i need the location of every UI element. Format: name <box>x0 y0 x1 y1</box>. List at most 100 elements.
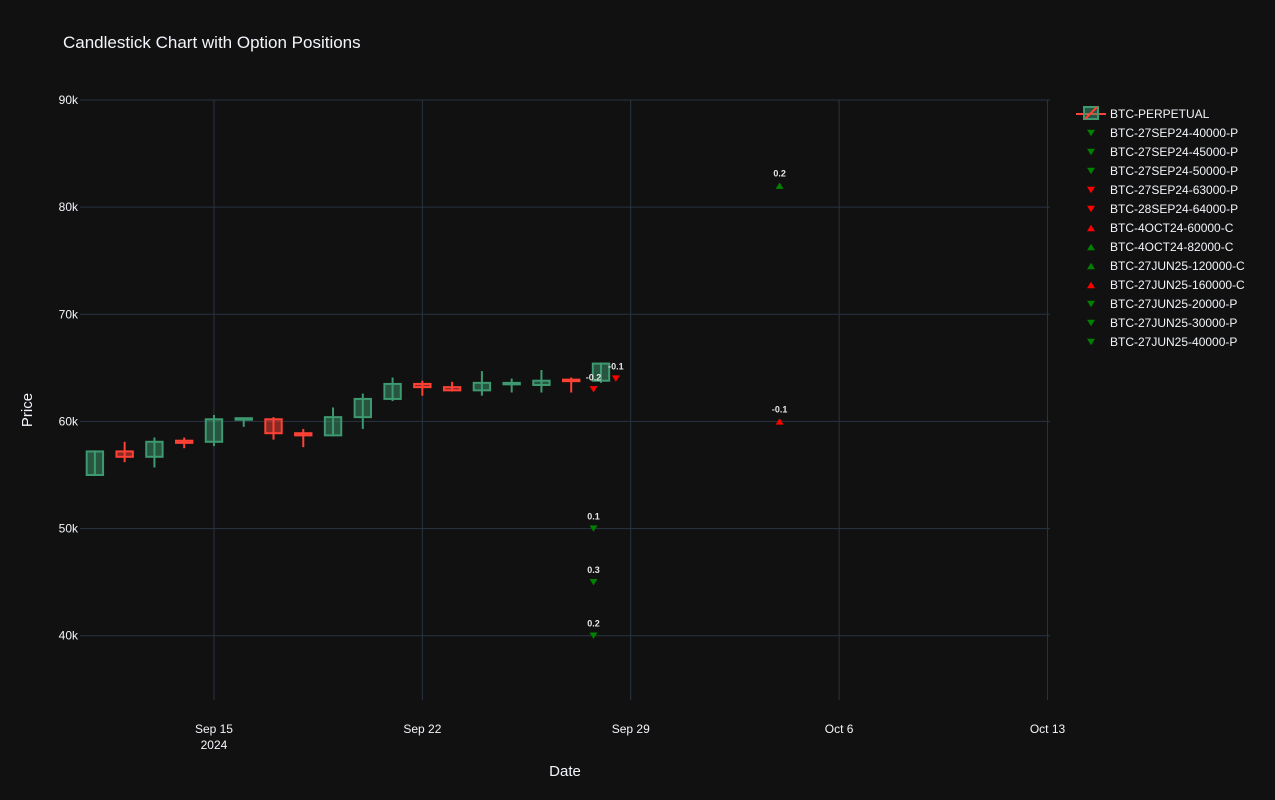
candlestick <box>234 417 253 427</box>
position-triangle <box>775 418 784 425</box>
candlestick <box>85 450 105 477</box>
y-tick-label: 50k <box>59 522 79 536</box>
candle-body <box>175 439 194 444</box>
candle-body <box>591 362 611 382</box>
y-tick-label: 70k <box>59 307 79 321</box>
candle-body <box>145 440 164 458</box>
y-tick-label: 40k <box>59 629 79 643</box>
legend-item: BTC-27JUN25-120000-C <box>1087 259 1245 273</box>
option-position-marker: 0.3 <box>587 565 600 586</box>
position-triangle <box>589 386 598 393</box>
legend-triangle-icon <box>1087 243 1095 251</box>
candlestick <box>145 437 164 468</box>
candlestick <box>294 428 313 448</box>
legend-label: BTC-27JUN25-160000-C <box>1110 278 1245 292</box>
candlestick <box>323 407 343 437</box>
option-position-marker: 0.2 <box>587 619 600 639</box>
candle-body <box>562 378 581 383</box>
position-triangle <box>775 182 784 189</box>
position-size-label: 0.3 <box>587 565 600 575</box>
legend-item: BTC-27JUN25-30000-P <box>1087 316 1237 330</box>
legend-triangle-icon <box>1087 262 1095 270</box>
x-tick-label: Oct 6 <box>825 722 854 736</box>
legend-label: BTC-4OCT24-60000-C <box>1110 221 1234 235</box>
candle-body <box>294 432 313 437</box>
legend-item: BTC-27SEP24-45000-P <box>1087 145 1238 159</box>
candle-body <box>234 417 253 421</box>
legend: BTC-PERPETUAL BTC-27SEP24-40000-P BTC-27SE… <box>1076 106 1245 349</box>
candlestick <box>175 437 194 449</box>
candlestick <box>442 381 462 392</box>
legend-label: BTC-PERPETUAL <box>1110 107 1210 121</box>
legend-item: BTC-27SEP24-50000-P <box>1087 164 1238 178</box>
candle-body <box>323 416 343 437</box>
legend-item: BTC-4OCT24-82000-C <box>1087 240 1234 254</box>
position-triangle <box>589 632 598 639</box>
candle-body <box>532 379 551 387</box>
candle-body <box>472 381 492 392</box>
axes: 40k 50k 60k 70k 80k 90k Sep 15 2024 Sep 22 Sep 29… <box>59 93 1066 752</box>
candle-body <box>383 382 402 400</box>
position-size-label: -0.1 <box>772 404 788 414</box>
x-tick-label: Oct 13 <box>1030 722 1066 736</box>
legend-label: BTC-27SEP24-45000-P <box>1110 145 1238 159</box>
candlestick <box>502 378 521 393</box>
legend-triangle-icon <box>1087 224 1095 232</box>
candlestick <box>532 370 551 393</box>
grid-lines <box>80 99 1050 700</box>
candlestick <box>204 415 224 447</box>
legend-triangle-icon <box>1087 186 1095 194</box>
position-size-label: 0.2 <box>773 169 786 179</box>
legend-label: BTC-27SEP24-40000-P <box>1110 126 1238 140</box>
option-position-marker: 0.2 <box>773 169 786 189</box>
option-position-marker: 0.1 <box>587 512 600 532</box>
legend-item: BTC-27SEP24-40000-P <box>1087 126 1238 140</box>
x-axis-title: Date <box>549 763 581 780</box>
candle-body <box>502 381 521 386</box>
legend-item: BTC-27JUN25-40000-P <box>1087 335 1237 349</box>
candle-body <box>442 386 462 392</box>
y-axis-title: Price <box>19 393 36 427</box>
position-size-label: -0.1 <box>608 362 624 372</box>
candle-body <box>204 418 224 443</box>
position-triangle <box>589 578 598 586</box>
legend-triangle-icon <box>1087 300 1095 308</box>
legend-triangle-icon <box>1087 129 1095 137</box>
position-size-label: -0.2 <box>586 372 602 382</box>
legend-label: BTC-27SEP24-63000-P <box>1110 183 1238 197</box>
x-tick-label: Sep 29 <box>612 722 650 736</box>
legend-candle-slash <box>1084 106 1098 120</box>
candlestick <box>413 380 432 396</box>
legend-triangle-icon <box>1087 319 1095 327</box>
candle-body <box>413 382 432 389</box>
candlestick <box>115 441 134 463</box>
option-position-marker: -0.1 <box>608 362 624 382</box>
option-position-markers: 0.2 0.3 0.1 -0.2 -0.1 -0.1 0.2 <box>586 169 788 639</box>
legend-triangle-icon <box>1087 205 1095 213</box>
x-tick-label: Sep 15 <box>195 722 233 736</box>
y-tick-label: 90k <box>59 93 79 107</box>
legend-triangle-icon <box>1087 148 1095 156</box>
candlestick <box>353 393 372 429</box>
legend-label: BTC-28SEP24-64000-P <box>1110 202 1238 216</box>
candlestick <box>472 371 492 396</box>
x-tick-label: Sep 22 <box>403 722 441 736</box>
legend-item: BTC-PERPETUAL <box>1076 106 1210 121</box>
position-triangle <box>611 375 620 382</box>
candlestick-series <box>85 362 611 477</box>
y-tick-label: 80k <box>59 200 79 214</box>
position-triangle <box>589 525 598 532</box>
candle-body <box>85 450 105 476</box>
legend-item: BTC-28SEP24-64000-P <box>1087 202 1238 216</box>
candlestick <box>562 377 581 393</box>
legend-label: BTC-27JUN25-40000-P <box>1110 335 1237 349</box>
candlestick <box>264 417 283 440</box>
legend-item: BTC-27JUN25-160000-C <box>1087 278 1245 292</box>
candle-body <box>115 450 134 458</box>
legend-item: BTC-27SEP24-63000-P <box>1087 183 1238 197</box>
legend-triangle-icon <box>1087 281 1095 289</box>
legend-label: BTC-27JUN25-30000-P <box>1110 316 1237 330</box>
candle-body <box>353 397 372 419</box>
candlestick <box>383 377 402 402</box>
